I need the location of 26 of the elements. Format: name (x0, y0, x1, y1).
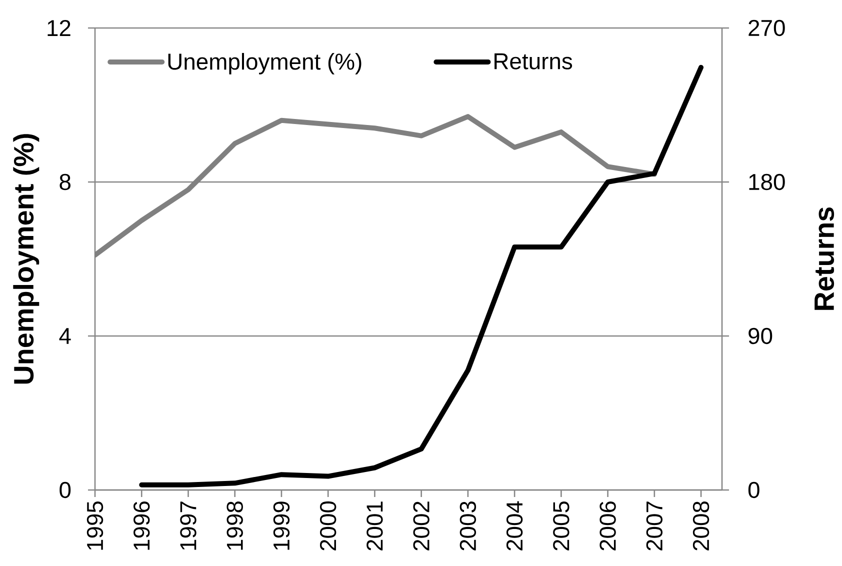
x-tick-label: 2002 (413, 502, 430, 550)
x-tick-label: 2005 (553, 501, 570, 550)
x-tick-label: 1996 (134, 502, 150, 550)
y-tick-label: 4 (59, 328, 71, 344)
y-tick-label: 0 (60, 482, 71, 498)
x-tick-label: 2007 (646, 502, 663, 550)
y2-axis-title: Returns (814, 207, 834, 310)
x-tick-label: 2006 (600, 502, 616, 550)
x-tick-label: 2001 (366, 502, 383, 550)
x-tick-label: 1999 (273, 502, 290, 550)
y2-tick-label: 180 (749, 174, 785, 190)
y2-tick-label: 90 (748, 328, 772, 344)
x-tick-label: 2003 (460, 502, 476, 550)
x-tick-label: 1995 (86, 501, 104, 550)
y2-tick-label: 0 (748, 482, 760, 498)
x-tick-label: 2000 (320, 501, 336, 550)
x-tick-label: 1997 (180, 502, 196, 550)
y-tick-label: 12 (48, 20, 70, 36)
y-tick-label: 8 (60, 174, 70, 190)
x-tick-label: 2004 (506, 501, 523, 550)
y2-tick-label: 270 (748, 20, 785, 36)
x-tick-label: 1998 (226, 502, 243, 550)
legend-label: Unemployment (%) (168, 52, 362, 74)
y-axis-title: Unemployment (%) (13, 134, 40, 384)
legend-label: Returns (494, 53, 572, 70)
x-tick-label: 2008 (692, 502, 710, 550)
